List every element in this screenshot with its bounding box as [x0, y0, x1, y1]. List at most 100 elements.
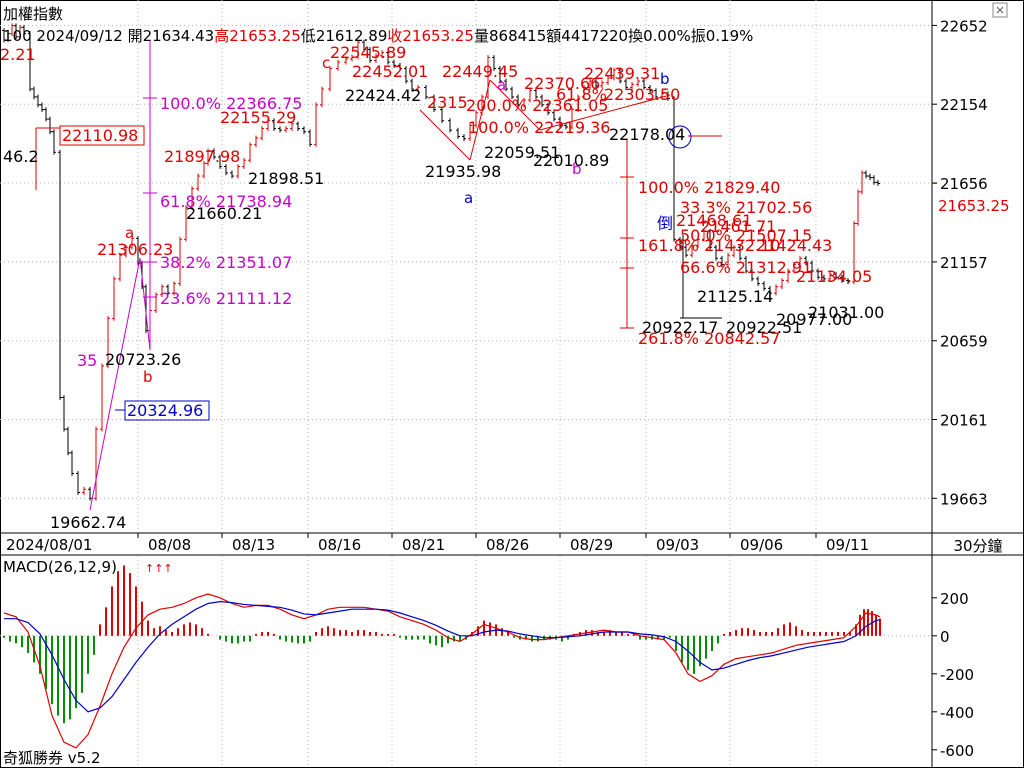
macd-histogram-bar	[759, 632, 761, 636]
chart-annotation: b	[143, 368, 153, 386]
macd-histogram-bar	[741, 628, 743, 636]
macd-histogram-bar	[45, 635, 47, 689]
macd-histogram-bar	[201, 628, 203, 636]
macd-histogram-bar	[147, 620, 149, 636]
macd-histogram-bar	[285, 635, 287, 642]
macd-dif-line	[3, 593, 881, 749]
macd-histogram-bar	[159, 626, 161, 636]
date-label: 08/26	[486, 536, 529, 554]
macd-histogram-bar	[657, 635, 659, 640]
macd-histogram-bar	[513, 635, 515, 638]
macd-histogram-bar	[141, 601, 143, 636]
annotation-box	[124, 400, 210, 421]
date-label: 09/06	[740, 536, 783, 554]
chart-annotation: 21031.00	[808, 303, 884, 322]
chart-annotation: 22303.50	[604, 85, 680, 104]
macd-histogram-bar	[729, 632, 731, 636]
macd-histogram-bar	[875, 614, 877, 636]
macd-histogram-bar	[501, 628, 503, 636]
chart-annotation: 21897.98	[164, 147, 240, 166]
chart-annotation: 66.6% 21312.91	[680, 258, 812, 277]
chart-annotation: c	[322, 54, 330, 72]
macd-histogram-bar	[669, 635, 671, 638]
macd-histogram-bar	[279, 635, 281, 640]
macd-histogram-bar	[855, 624, 857, 636]
macd-histogram-bar	[327, 626, 329, 636]
macd-tick-label: 200	[940, 590, 969, 608]
chart-annotation: 21898.51	[248, 169, 324, 188]
period-button[interactable]: 30分鐘	[953, 537, 1002, 555]
macd-histogram-bar	[273, 633, 275, 636]
macd-histogram-bar	[591, 630, 593, 636]
wave-line	[489, 79, 541, 131]
macd-histogram-bar	[747, 628, 749, 636]
info-segment: 21653.25	[402, 27, 474, 45]
macd-histogram-bar	[87, 635, 89, 674]
chart-annotation: 50.0% 21507.15	[680, 226, 812, 245]
date-label: 08/08	[148, 536, 191, 554]
macd-histogram-bar	[567, 635, 569, 640]
chart-annotation: 21125.14	[697, 287, 773, 306]
chart-annotation: 19662.74	[50, 513, 126, 532]
macd-histogram-bar	[863, 609, 865, 636]
macd-histogram-bar	[129, 573, 131, 636]
macd-histogram-bar	[183, 624, 185, 636]
macd-histogram-bar	[459, 635, 461, 642]
chart-annotation: 2315	[427, 93, 468, 112]
macd-dea-line	[4, 600, 881, 713]
chart-annotation: 23.6% 21111.12	[160, 289, 292, 308]
macd-histogram-bar	[219, 635, 221, 640]
info-segment: 21634.43	[142, 27, 215, 45]
chart-annotation: 161.8% 21432.10	[638, 236, 780, 255]
macd-histogram-bar	[261, 632, 263, 636]
macd-histogram-bar	[711, 635, 713, 651]
info-segment: 低	[300, 27, 316, 45]
macd-histogram-bar	[375, 632, 377, 636]
macd-histogram-bar	[693, 635, 695, 674]
chart-annotation: 20922.51	[726, 318, 802, 337]
chart-annotation: 22439.31	[584, 64, 660, 83]
chart-annotation: 21935.98	[425, 162, 501, 181]
macd-histogram-bar	[297, 635, 299, 644]
macd-histogram-bar	[633, 633, 635, 636]
chart-annotation: 22452.01	[352, 62, 428, 81]
macd-histogram-bar	[435, 635, 437, 646]
macd-histogram-bar	[813, 632, 815, 636]
macd-histogram-bar	[243, 635, 245, 642]
macd-histogram-bar	[93, 635, 95, 655]
macd-histogram-bar	[663, 635, 665, 640]
chart-annotation: 22155.29	[220, 108, 296, 127]
macd-histogram-bar	[9, 635, 11, 642]
wave-line	[89, 257, 141, 511]
macd-histogram-bar	[69, 635, 71, 720]
info-segment: 量	[473, 27, 489, 45]
macd-histogram-bar	[807, 632, 809, 636]
app-version-label: 奇狐勝券 v5.2	[3, 749, 101, 767]
macd-histogram-bar	[357, 630, 359, 636]
macd-tick-label: -200	[940, 666, 974, 684]
price-tick-label: 19663	[940, 490, 988, 508]
macd-histogram-bar	[777, 628, 779, 636]
macd-histogram-bar	[483, 620, 485, 636]
chart-annotation: 61.8%	[556, 85, 607, 104]
macd-histogram-bar	[507, 632, 509, 636]
macd-histogram-bar	[21, 635, 23, 648]
date-label: 08/16	[318, 536, 361, 554]
macd-histogram-bar	[687, 635, 689, 670]
macd-histogram-bar	[231, 635, 233, 644]
macd-indicator-arrows: ↑↑↑	[145, 562, 173, 575]
macd-tick-label: -600	[940, 742, 974, 760]
macd-histogram-bar	[615, 632, 617, 636]
macd-histogram-bar	[765, 632, 767, 636]
chart-annotation: 20324.96	[127, 401, 203, 420]
chart-annotation: 22010.89	[533, 151, 609, 170]
macd-histogram-bar	[15, 635, 17, 644]
macd-histogram-bar	[321, 628, 323, 636]
info-segment: 高	[214, 27, 230, 45]
macd-histogram-bar	[597, 632, 599, 636]
macd-histogram-bar	[153, 628, 155, 636]
macd-histogram-bar	[561, 635, 563, 642]
macd-histogram-bar	[423, 635, 425, 640]
macd-histogram-bar	[351, 632, 353, 636]
